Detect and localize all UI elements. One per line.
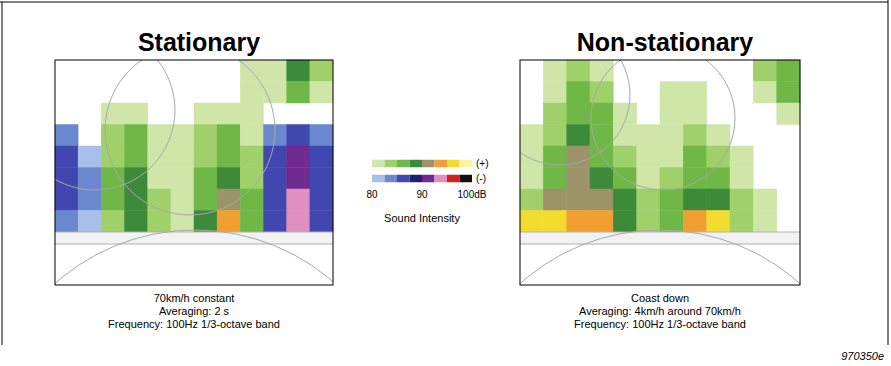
- svg-text:90: 90: [416, 189, 428, 200]
- svg-text:Non-stationary: Non-stationary: [577, 28, 754, 56]
- svg-text:Averaging: 2 s: Averaging: 2 s: [159, 305, 230, 317]
- svg-text:80: 80: [366, 189, 378, 200]
- svg-text:Averaging: 4km/h around 70km/h: Averaging: 4km/h around 70km/h: [579, 305, 741, 317]
- svg-text:970350e: 970350e: [841, 350, 884, 362]
- svg-text:Coast down: Coast down: [631, 292, 689, 304]
- svg-text:70km/h constant: 70km/h constant: [154, 292, 235, 304]
- svg-text:100dB: 100dB: [458, 189, 487, 200]
- svg-text:Sound Intensity: Sound Intensity: [384, 212, 460, 224]
- svg-text:Frequency: 100Hz 1/3-octave ba: Frequency: 100Hz 1/3-octave band: [108, 318, 280, 330]
- svg-text:Stationary: Stationary: [138, 28, 260, 56]
- svg-text:Frequency: 100Hz 1/3-octave ba: Frequency: 100Hz 1/3-octave band: [574, 318, 746, 330]
- svg-text:(+): (+): [476, 158, 489, 169]
- svg-text:(-): (-): [476, 173, 486, 184]
